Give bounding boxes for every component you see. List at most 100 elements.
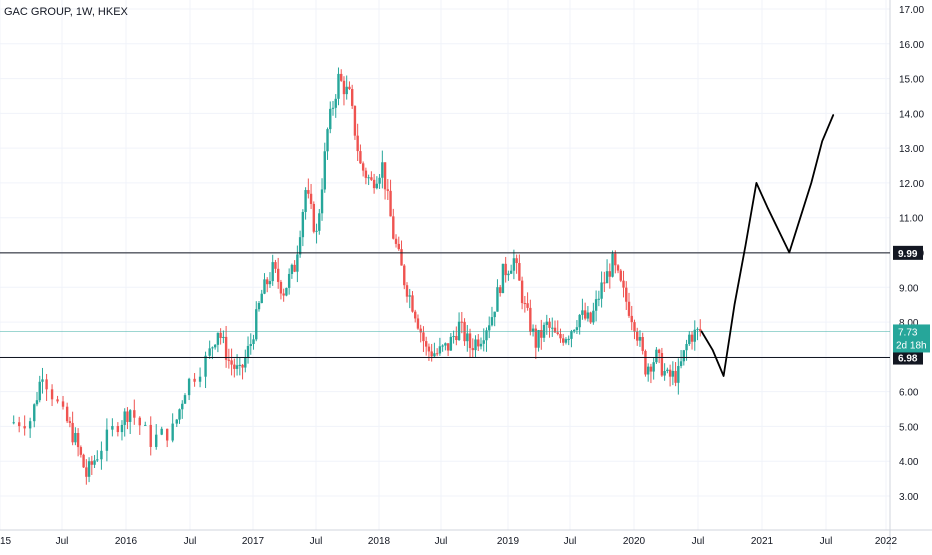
candle-body	[641, 337, 644, 351]
candle-body	[372, 179, 376, 189]
candle-body	[287, 273, 291, 288]
candle-body	[276, 268, 280, 282]
candle-body	[367, 177, 370, 179]
candle-body	[638, 337, 642, 341]
candle-body	[674, 370, 677, 383]
candle-body	[348, 86, 351, 90]
candle-body	[485, 330, 488, 341]
candle-body	[699, 328, 702, 332]
candle-body	[589, 312, 592, 323]
candle-body	[263, 279, 266, 294]
candle-body	[238, 364, 242, 366]
time-axis-tick-label: 2021	[751, 536, 774, 547]
price-label-text: 6.98	[898, 354, 918, 365]
price-label-text: 9.99	[898, 249, 918, 260]
candle-body	[594, 299, 598, 311]
candle-body	[677, 366, 680, 383]
candle-body	[619, 270, 622, 281]
candle-body	[93, 460, 96, 465]
candle-body	[96, 459, 99, 461]
candle-body	[120, 424, 124, 433]
candle-body	[340, 73, 343, 81]
candle-body	[252, 339, 255, 345]
candle-body	[614, 253, 617, 266]
candle-body	[345, 86, 348, 95]
candle-body	[411, 295, 414, 312]
candle-body	[82, 454, 85, 468]
candle-body	[123, 411, 126, 425]
candle-body	[663, 370, 666, 376]
candle-body	[559, 333, 562, 339]
candle-body	[165, 428, 169, 441]
candle-body	[570, 331, 573, 339]
candle-body	[268, 281, 272, 285]
candle-body	[149, 424, 152, 447]
candle-body	[61, 401, 65, 407]
candle-body	[50, 389, 54, 400]
price-axis-tick-label: 6.00	[899, 388, 919, 399]
price-axis-tick-label: 3.00	[899, 492, 919, 503]
price-axis-tick-label: 15.00	[899, 75, 924, 86]
candle-body	[90, 461, 94, 465]
candle-body	[529, 307, 532, 332]
candle-body	[441, 345, 444, 347]
candle-body	[509, 270, 513, 274]
candle-body	[518, 263, 521, 281]
candle-body	[504, 263, 507, 276]
candle-body	[198, 376, 202, 382]
candle-body	[649, 366, 653, 372]
candle-body	[471, 348, 474, 351]
candle-body	[230, 360, 233, 365]
time-axis-tick-label: Jul	[435, 536, 448, 547]
candle-body	[531, 328, 535, 332]
candle-body	[414, 311, 417, 319]
candle-body	[35, 400, 39, 405]
candle-body	[668, 369, 672, 377]
candle-body	[329, 108, 332, 130]
candle-body	[144, 424, 147, 426]
time-axis-tick-label: Jul	[564, 536, 577, 547]
candle-body	[178, 409, 181, 420]
candle-body	[364, 170, 368, 178]
candle-body	[512, 258, 516, 271]
candle-body	[244, 357, 247, 368]
candle-body	[444, 343, 447, 346]
candle-body	[224, 336, 228, 360]
candle-body	[452, 336, 455, 338]
price-axis-tick-label: 8.00	[899, 318, 919, 329]
candle-body	[193, 378, 196, 382]
price-axis-tick-label: 17.00	[899, 5, 924, 16]
candle-body	[633, 322, 636, 332]
time-axis-tick-label: Jul	[820, 536, 833, 547]
candle-body	[419, 328, 422, 333]
candle-body	[126, 411, 129, 422]
candle-body	[353, 105, 357, 136]
candle-body	[326, 129, 329, 152]
candle-body	[383, 162, 387, 190]
time-axis-tick-label: 2016	[115, 536, 138, 547]
candle-body	[260, 293, 263, 304]
candle-body	[298, 237, 302, 255]
candle-body	[320, 189, 324, 214]
countdown-text: 2d 18h	[896, 340, 927, 351]
candle-body	[608, 271, 612, 277]
candle-body	[241, 364, 244, 368]
candle-body	[128, 410, 132, 422]
candle-body	[74, 432, 77, 443]
candle-body	[246, 345, 250, 358]
candle-body	[397, 243, 400, 250]
candle-body	[468, 333, 472, 349]
candle-body	[408, 295, 411, 297]
price-axis-tick-label: 4.00	[899, 457, 919, 468]
candle-body	[282, 293, 285, 296]
candle-body	[79, 447, 83, 455]
candle-body	[155, 434, 158, 447]
candle-body	[498, 287, 502, 294]
candle-body	[696, 328, 699, 330]
candle-body	[290, 264, 294, 274]
time-axis-tick-label: 2022	[875, 536, 898, 547]
candle-body	[501, 263, 505, 294]
symbol-title: GAC GROUP, 1W, HKEX	[4, 6, 128, 18]
